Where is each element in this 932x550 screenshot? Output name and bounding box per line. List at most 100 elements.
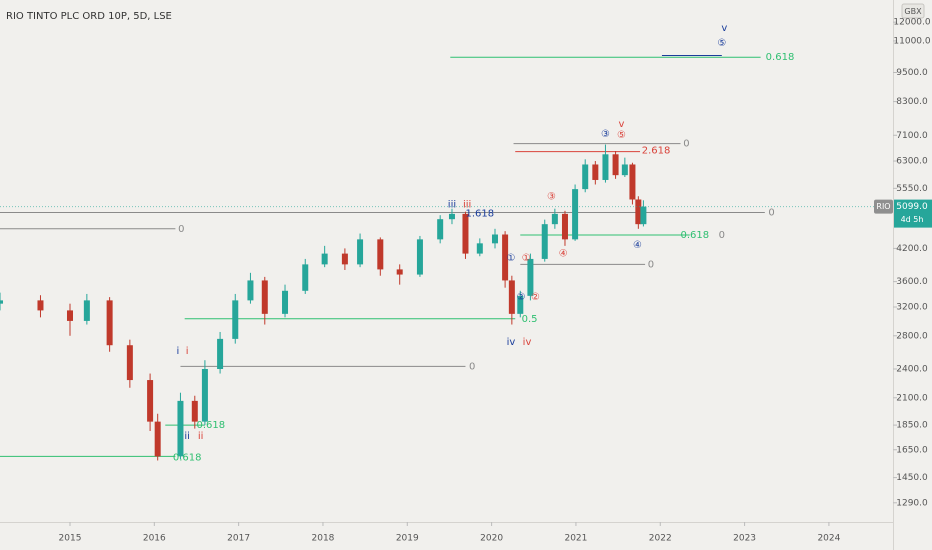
x-tick-label: 2023	[733, 534, 756, 544]
wave-label: 1.618	[465, 208, 494, 219]
candle-body	[106, 300, 113, 346]
candle-body	[527, 258, 534, 296]
wave-label: 0.5	[522, 314, 538, 325]
y-tick-label: 3200.0	[896, 303, 928, 313]
wave-label: 0	[648, 259, 654, 270]
candle-body	[582, 164, 589, 190]
wave-label: v	[619, 119, 625, 130]
currency: GBX	[904, 7, 922, 16]
wave-label: ⑤	[617, 130, 626, 141]
candle-body	[217, 338, 224, 370]
wave-label: v	[721, 23, 727, 34]
candle-body	[551, 213, 558, 225]
y-tick-label: 1650.0	[896, 445, 928, 455]
candle-body	[261, 280, 268, 314]
candle-body	[508, 280, 515, 314]
candle-body	[396, 269, 403, 275]
candle-body	[321, 253, 328, 265]
candle-body	[154, 421, 161, 457]
x-tick-label: 2021	[564, 534, 587, 544]
last-price-label: 5099.0	[896, 202, 928, 212]
wave-label: iii	[463, 199, 471, 210]
y-tick-label: 12000.0	[893, 18, 930, 28]
y-tick-label: 6300.0	[896, 157, 928, 167]
candle-body	[126, 345, 133, 381]
wave-label: ii	[198, 431, 204, 442]
wave-label: ⑤	[717, 38, 726, 49]
x-tick-label: 2024	[817, 534, 840, 544]
wave-label: 2.618	[642, 145, 671, 156]
wave-label: ①	[522, 253, 531, 264]
x-tick-label: 2015	[59, 534, 82, 544]
candle-body	[191, 400, 198, 422]
y-tick-label: 7100.0	[896, 131, 928, 141]
y-tick-label: 2800.0	[896, 331, 928, 341]
wave-label: iv	[523, 337, 532, 348]
y-tick-label: 8300.0	[896, 97, 928, 107]
last-price-box	[894, 199, 932, 228]
wave-label: ④	[633, 240, 642, 251]
wave-label: 0	[683, 139, 689, 150]
candle-body	[83, 300, 90, 321]
candle-body	[448, 213, 455, 220]
candle-body	[282, 290, 289, 314]
wave-label: ii	[184, 431, 190, 442]
countdown: 4d 5h	[901, 215, 924, 224]
candle-body	[377, 239, 384, 270]
candle-body	[37, 300, 44, 311]
wave-label: ④	[559, 249, 568, 260]
candle-body	[232, 300, 239, 339]
candle-body	[462, 213, 469, 254]
wave-label: 0.618	[681, 230, 710, 241]
y-tick-label: 2100.0	[896, 393, 928, 403]
candle-body	[502, 234, 509, 281]
wave-label: 0.618	[766, 52, 795, 63]
candle-body	[491, 234, 498, 244]
y-tick-label: 1450.0	[896, 473, 928, 483]
candle-body	[629, 164, 636, 200]
wave-label: ②	[531, 292, 540, 303]
wave-label: 0	[469, 361, 475, 372]
wave-label: 0.618	[173, 453, 202, 464]
x-tick-label: 2019	[396, 534, 419, 544]
wave-label: ③	[601, 129, 610, 140]
candle-body	[357, 239, 364, 265]
candle-body	[541, 224, 548, 259]
candle-body	[201, 369, 208, 422]
wave-label: 0	[178, 224, 184, 235]
y-tick-label: 11000.0	[893, 36, 930, 46]
x-tick-label: 2022	[649, 534, 672, 544]
candle-body	[517, 295, 524, 314]
wave-label: 0	[768, 208, 774, 219]
y-tick-label: 9500.0	[896, 68, 928, 78]
candle-body	[416, 239, 423, 275]
y-tick-label: 3600.0	[896, 277, 928, 287]
candle-body	[621, 164, 628, 176]
wave-label: 0.618	[196, 420, 225, 431]
candle-body	[437, 219, 444, 240]
x-tick-label: 2016	[143, 534, 166, 544]
symbol-tag-box	[874, 199, 893, 214]
wave-label: i	[177, 346, 180, 357]
candle-body	[147, 380, 154, 422]
candle-body	[592, 164, 599, 180]
chart-title: RIO TINTO PLC ORD 10P, 5D, LSE	[6, 11, 172, 22]
candle-body	[177, 400, 184, 457]
wave-label: i	[186, 346, 189, 357]
candle-body	[341, 253, 348, 265]
candle-body	[302, 264, 309, 291]
y-tick-label: 2400.0	[896, 365, 928, 375]
candle-body	[572, 189, 579, 240]
y-tick-label: 1290.0	[896, 498, 928, 508]
x-tick-label: 2017	[227, 534, 250, 544]
candle-body	[476, 243, 483, 254]
y-tick-label: 4200.0	[896, 244, 928, 254]
candle-body	[66, 310, 73, 321]
x-tick-label: 2018	[312, 534, 335, 544]
candle-body	[612, 154, 619, 176]
symbol-tag: RIO	[876, 202, 890, 211]
candle-body	[561, 213, 568, 240]
